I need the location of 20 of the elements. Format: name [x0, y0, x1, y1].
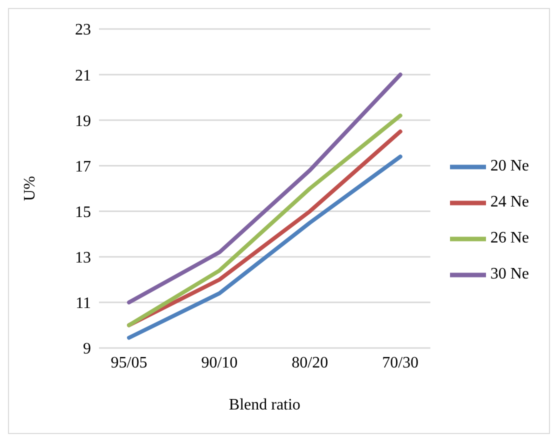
y-tick-label: 19: [75, 112, 91, 130]
y-axis-title: U%: [22, 176, 39, 201]
y-tick-label: 21: [75, 67, 91, 84]
y-tick-label: 23: [75, 22, 91, 39]
x-tick-label: 70/30: [382, 354, 419, 372]
y-tick-label: 11: [76, 295, 91, 312]
legend-label: 20 Ne: [490, 158, 529, 175]
y-tick-label: 9: [83, 340, 91, 358]
line-series: [127, 154, 402, 340]
y-tick-label: 13: [75, 250, 91, 267]
y-tick-label: 17: [75, 158, 91, 176]
legend-label: 24 Ne: [490, 194, 529, 211]
line-series: [127, 72, 402, 304]
x-axis-title: Blend ratio: [228, 396, 300, 414]
legend-label: 30 Ne: [490, 266, 529, 283]
x-tick-label: 95/05: [110, 354, 148, 372]
x-tick-label: 90/10: [201, 354, 238, 372]
y-tick-label: 15: [75, 204, 91, 221]
legend-label: 26 Ne: [490, 230, 529, 247]
x-tick-label: 80/20: [292, 354, 328, 372]
